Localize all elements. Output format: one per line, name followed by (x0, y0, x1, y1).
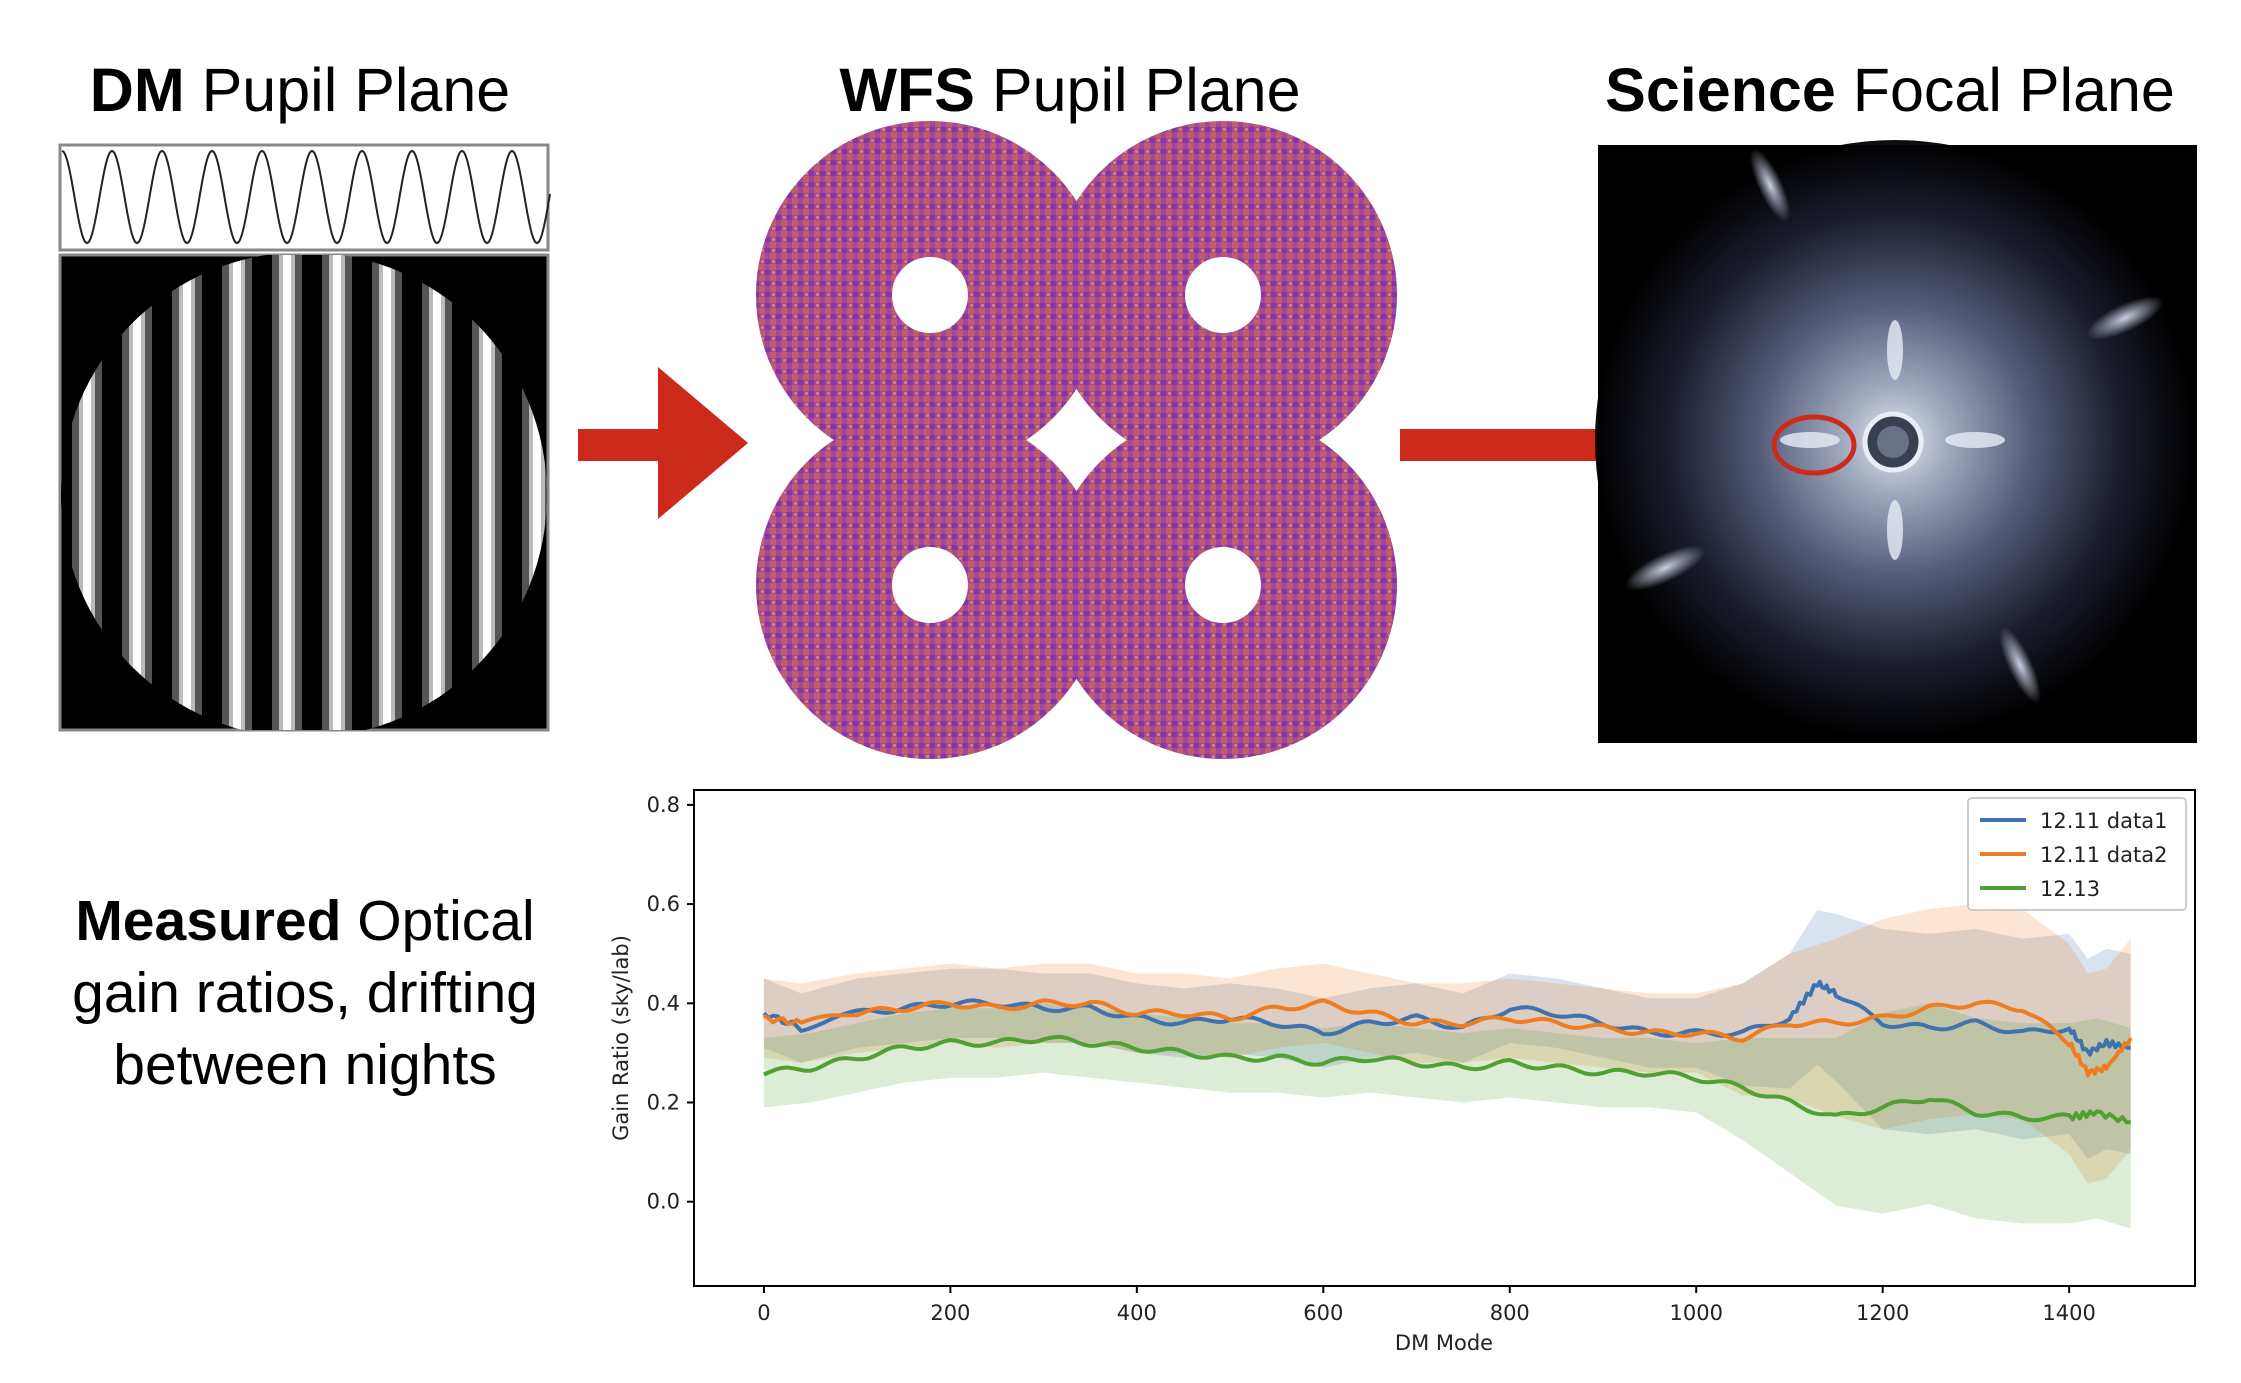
y-tick-label: 0.2 (647, 1090, 680, 1114)
series-band-3 (763, 1003, 2131, 1229)
series-band-1 (763, 910, 2131, 1159)
caption-line-1: Measured Optical (20, 885, 590, 957)
wfs-pupil-donut-top-right (1049, 121, 1397, 469)
science-title-rest: Focal Plane (1835, 56, 2175, 124)
x-tick-label: 600 (1303, 1301, 1343, 1325)
y-tick-label: 0.4 (647, 991, 680, 1015)
legend-label-2: 12.11 data2 (2040, 843, 2167, 867)
legend-box (1967, 797, 2187, 911)
legend-label-1: 12.11 data1 (2040, 809, 2167, 833)
x-ticks: 0 200 400 600 800 1000 1200 1400 (757, 1286, 2096, 1325)
wfs-pupil-donut-bottom-right (1049, 411, 1397, 759)
measured-caption: Measured Optical gain ratios, drifting b… (20, 885, 590, 1101)
dm-cosine-plot (58, 143, 551, 252)
legend: 12.11 data1 12.11 data2 12.13 (1967, 797, 2187, 911)
x-tick-label: 800 (1490, 1301, 1530, 1325)
y-tick-label: 0.0 (647, 1190, 680, 1214)
x-tick-label: 200 (930, 1301, 970, 1325)
series-lines (762, 979, 2133, 1125)
wfs-title-rest: Pupil Plane (974, 56, 1301, 124)
x-tick-label: 400 (1117, 1301, 1157, 1325)
x-tick-label: 1400 (2042, 1301, 2095, 1325)
dm-title-bold: DM (89, 56, 185, 124)
caption-line-3: between nights (113, 1033, 497, 1097)
legend-label-3: 12.13 (2040, 877, 2100, 901)
wfs-pupil-donut-top-left (756, 121, 1104, 469)
x-tick-label: 1000 (1669, 1301, 1722, 1325)
wfs-pupil-donut-bottom-left (756, 411, 1104, 759)
caption-rest-1: Optical (341, 889, 535, 953)
dm-panel-title: DM Pupil Plane (90, 60, 510, 121)
arrow-dm-to-wfs (578, 367, 748, 519)
plot-frame (693, 789, 2196, 1287)
x-axis-label: DM Mode (1395, 1331, 1493, 1355)
series-band-2 (763, 904, 2131, 1184)
y-ticks: 0.0 0.2 0.4 0.6 0.8 (647, 793, 694, 1214)
dm-title-rest: Pupil Plane (184, 56, 511, 124)
highlight-ring (1771, 414, 1857, 476)
x-tick-label: 1200 (1856, 1301, 1909, 1325)
series-line-3 (763, 1034, 2131, 1125)
science-title-bold: Science (1605, 56, 1836, 124)
y-axis-label: Gain Ratio (sky/lab) (609, 935, 633, 1141)
x-tick-label: 0 (757, 1301, 770, 1325)
y-tick-label: 0.8 (647, 793, 680, 817)
y-tick-label: 0.6 (647, 892, 680, 916)
series-bands (763, 904, 2131, 1229)
science-panel-title: Science Focal Plane (1605, 60, 2175, 121)
caption-line-2: gain ratios, drifting (72, 961, 538, 1025)
science-psf-image (1595, 140, 2197, 743)
wfs-panel-title: WFS Pupil Plane (839, 60, 1300, 121)
series-line-1 (762, 979, 2131, 1057)
series-line-2 (762, 998, 2133, 1078)
dm-fringe-image (58, 253, 550, 732)
caption-bold: Measured (75, 889, 342, 953)
wfs-title-bold: WFS (839, 56, 975, 124)
